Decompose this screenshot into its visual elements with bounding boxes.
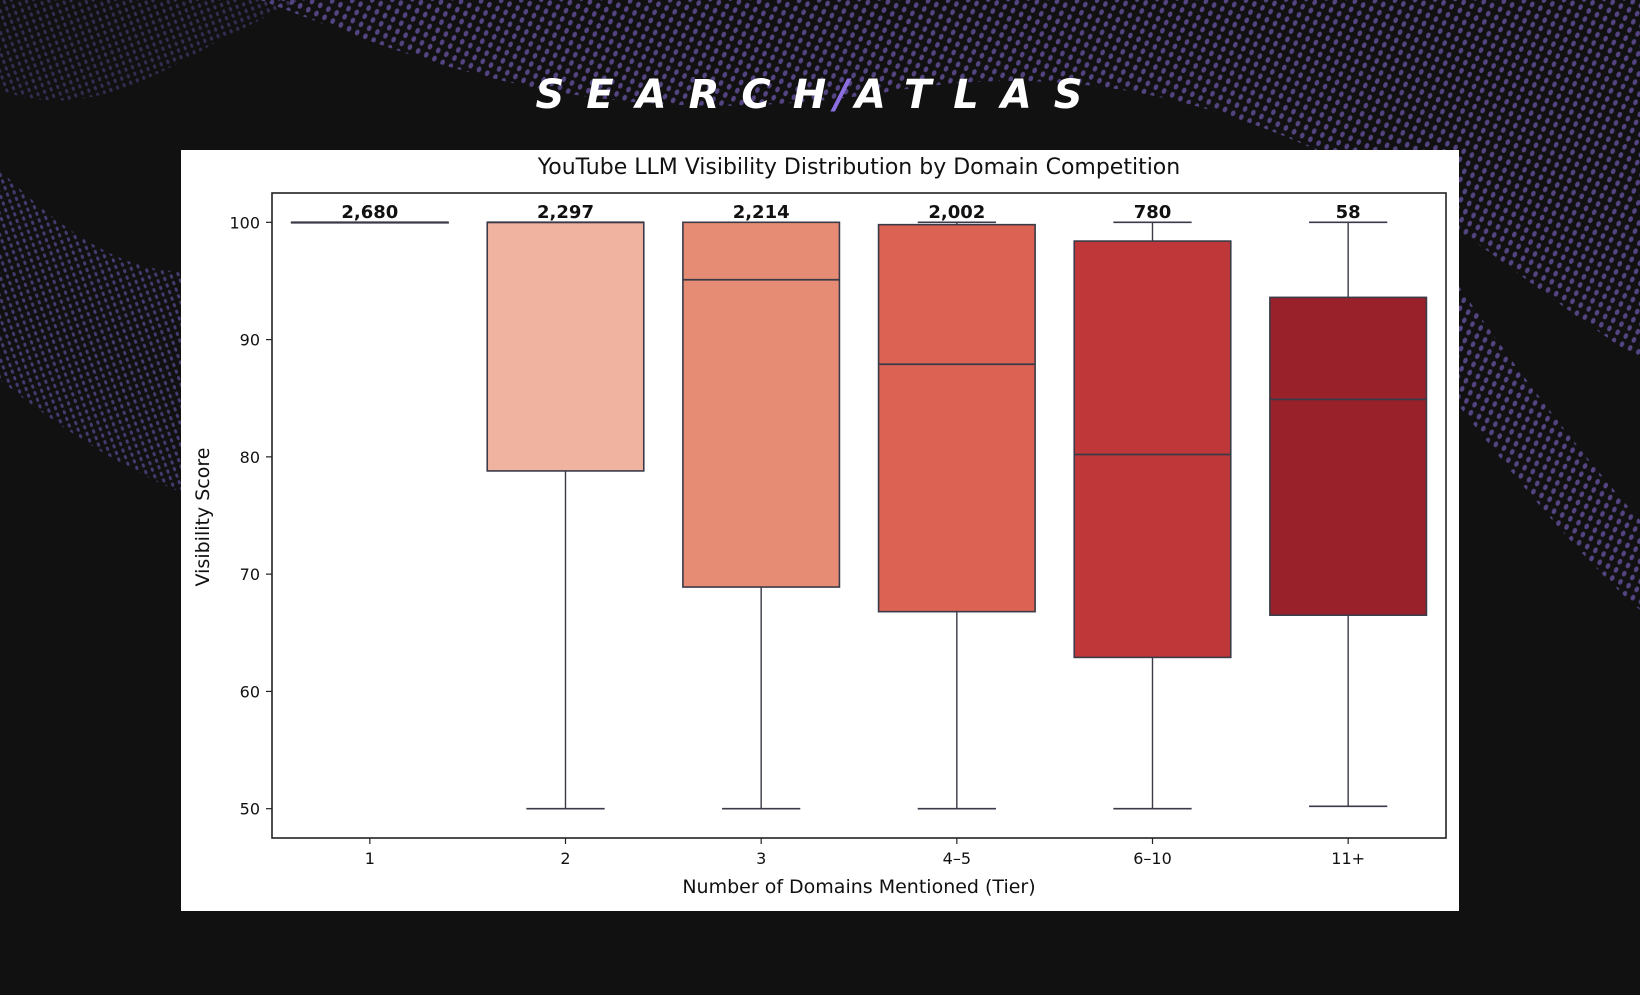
iqr-box — [682, 221, 841, 588]
x-tick-label: 2 — [560, 849, 570, 868]
box-tier-1 — [290, 221, 449, 224]
iqr-box — [1269, 296, 1428, 616]
iqr-box — [486, 221, 645, 472]
x-tick-label: 3 — [756, 849, 766, 868]
count-label: 780 — [1134, 202, 1172, 223]
x-tick-label: 1 — [365, 849, 375, 868]
y-axis-label: Visibility Score — [192, 448, 214, 587]
x-tick-label: 11+ — [1331, 849, 1365, 868]
iqr-box — [1073, 240, 1232, 659]
box-plot-chart: YouTube LLM Visibility Distribution by D… — [192, 155, 1447, 898]
box-series — [290, 221, 1428, 810]
chart-title: YouTube LLM Visibility Distribution by D… — [537, 155, 1180, 180]
y-tick-label: 80 — [240, 448, 260, 467]
iqr-box — [877, 223, 1036, 613]
y-tick-label: 90 — [240, 331, 260, 350]
count-label: 2,680 — [341, 202, 398, 223]
y-tick-label: 100 — [229, 213, 260, 232]
count-label: 2,214 — [733, 202, 790, 223]
x-axis-label: Number of Domains Mentioned (Tier) — [682, 876, 1035, 898]
y-tick-label: 60 — [240, 682, 260, 701]
y-tick-label: 70 — [240, 565, 260, 584]
box-tier-4–5 — [877, 221, 1036, 810]
box-tier-2 — [486, 221, 645, 810]
count-label: 58 — [1336, 202, 1361, 223]
y-tick-label: 50 — [240, 800, 260, 819]
count-labels: 2,680 2,297 2,214 2,002 780 58 — [341, 202, 1360, 223]
logo-text-right: ATLAS — [854, 72, 1105, 118]
chart-card: YouTube LLM Visibility Distribution by D… — [181, 150, 1459, 911]
box-tier-11+ — [1269, 221, 1428, 808]
plot-frame — [271, 192, 1447, 839]
box-tier-3 — [682, 221, 841, 810]
y-axis: 50 60 70 80 90 100 — [229, 213, 272, 819]
search-atlas-logo: SEARCH/ATLAS — [0, 72, 1640, 118]
x-tick-label: 4–5 — [943, 849, 971, 868]
count-label: 2,297 — [537, 202, 594, 223]
logo-text-left: SEARCH — [535, 72, 849, 118]
logo-slash-icon: / — [834, 72, 849, 118]
box-tier-6–10 — [1073, 221, 1232, 810]
count-label: 2,002 — [928, 202, 985, 223]
x-axis: 1 2 3 4–5 6–10 11+ — [365, 838, 1365, 868]
x-tick-label: 6–10 — [1133, 849, 1172, 868]
